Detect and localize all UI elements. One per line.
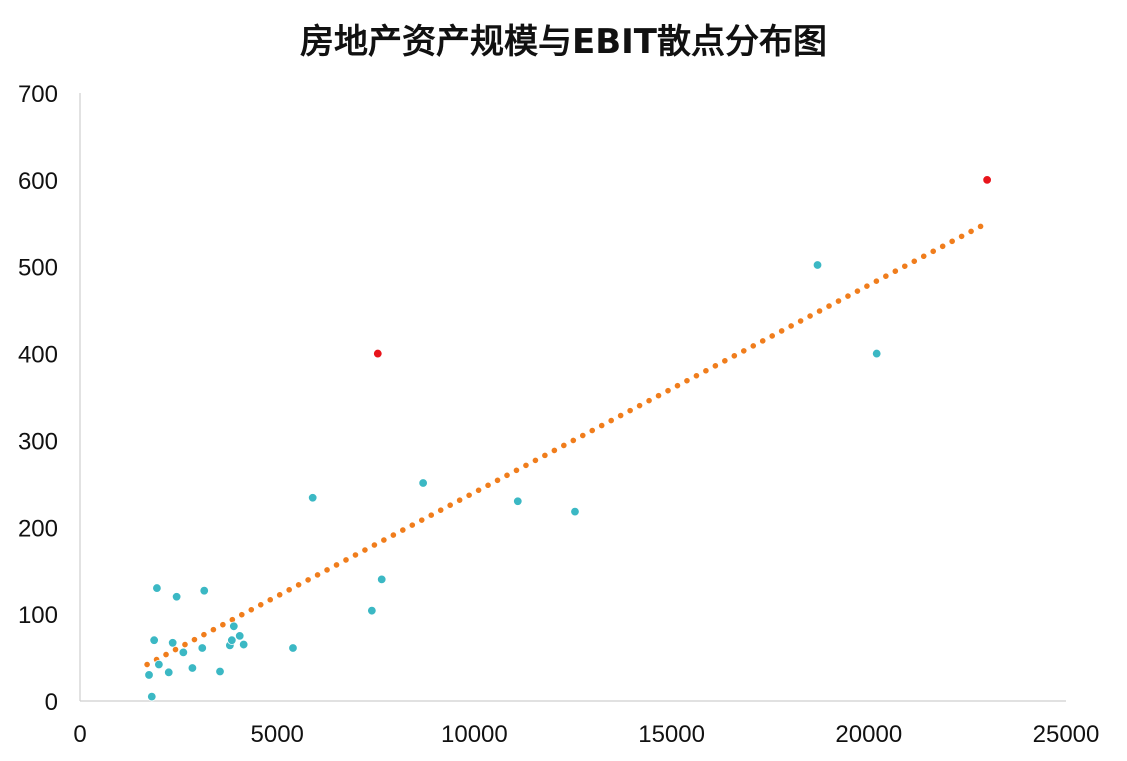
scatter-point [144,670,154,680]
scatter-point [187,663,198,673]
y-tick-label: 300 [18,428,58,455]
x-tick-label: 15000 [638,721,705,748]
scatter-point [149,635,159,645]
x-tick-label: 25000 [1033,721,1100,748]
scatter-point [235,631,245,641]
y-tick-label: 400 [18,342,58,369]
scatter-point [812,260,823,270]
scatter-point [215,666,225,677]
chart-title: 房地产资产规模与EBIT散点分布图 [300,22,827,62]
scatter-point [197,643,207,653]
scatter-point [982,175,992,185]
scatter-point [307,493,318,503]
scatter-point [513,496,523,506]
scatter-point [229,621,239,632]
x-tick-label: 5000 [251,721,304,748]
scatter-point [171,592,182,602]
scatter-point [164,667,174,678]
scatter-point [418,478,428,488]
scatter-point [178,647,189,658]
scatter-point [570,506,580,517]
scatter-point [367,605,377,616]
scatter-point [154,659,164,670]
trendline [144,222,986,668]
tick-labels: 0 100 200 300 400 500 600 700 0 5000 10000 15000 200… [18,81,1099,748]
axes [79,93,1066,702]
scatter-point [152,583,162,593]
scatter-point [288,643,298,653]
scatter-point [373,348,383,359]
data-points [144,175,992,702]
scatter-point [238,639,249,650]
scatter-point [147,691,157,702]
y-tick-label: 200 [18,515,58,542]
scatter-point [377,574,387,585]
y-tick-label: 100 [18,602,58,629]
y-tick-label: 0 [45,689,58,716]
y-tick-label: 700 [18,81,58,108]
scatter-point [227,635,237,645]
x-tick-label: 10000 [441,721,508,748]
x-tick-label: 20000 [835,721,902,748]
scatter-point [871,348,882,359]
y-tick-label: 500 [18,255,58,282]
x-tick-label: 0 [73,721,86,748]
trendline-line [144,222,986,668]
y-tick-label: 600 [18,168,58,195]
scatter-point [167,638,178,648]
scatter-point [199,585,209,596]
